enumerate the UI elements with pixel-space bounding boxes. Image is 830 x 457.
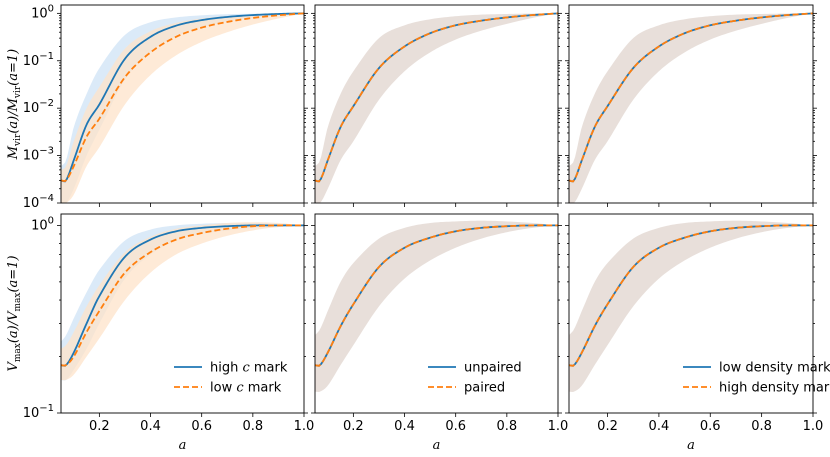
x-tick-label: 0.2: [89, 419, 110, 434]
band-low-c-mark: [61, 13, 304, 203]
panel-top-left: 100 10−1 10−2 10−3 10−4: [23, 3, 308, 211]
x-tick-label: 0.8: [242, 419, 263, 434]
x-axis-label: a: [687, 438, 695, 453]
y-tick-label: 100: [31, 3, 54, 21]
x-tick-label: 1.0: [803, 419, 824, 434]
legend-label: paired: [464, 381, 505, 396]
y-tick-label: 10−1: [23, 403, 54, 421]
x-tick-label: 0.6: [700, 419, 721, 434]
band-unpaired: [315, 13, 558, 203]
legend-label: high c mark: [210, 361, 288, 376]
series-line-high-density-mark: [569, 12, 813, 183]
y-tick-label: 10−2: [23, 98, 54, 116]
panel-frame: [314, 4, 559, 204]
x-tick-label: 0.4: [140, 419, 161, 434]
plot-area: [569, 220, 813, 392]
x-tick-label: 0.6: [191, 419, 212, 434]
plot-area: [61, 222, 304, 381]
x-tick-label: 0.6: [445, 419, 466, 434]
series-line-low-c-mark: [61, 224, 304, 367]
y-tick-label: 100: [31, 215, 54, 233]
series-line-unpaired: [315, 224, 558, 367]
top-y-axis-label: Mvir(a)/Mvir(a=1): [6, 49, 23, 161]
band-low-density-mark: [569, 220, 813, 392]
plot-area: [315, 12, 558, 203]
plot-area: [569, 12, 813, 203]
panel-frame: [568, 4, 814, 204]
x-tick-label: 0.4: [649, 419, 670, 434]
x-axis-label: a: [179, 438, 187, 453]
panel-frame: [568, 213, 814, 414]
legend: unpaired paired: [428, 361, 522, 396]
legend-label: unpaired: [464, 361, 522, 376]
legend-label: low c mark: [210, 381, 282, 396]
x-axis-label: a: [433, 438, 441, 453]
panel-bottom-right: 0.2 0.4 0.6 0.8 1.0 a low density mark high den…: [565, 213, 830, 453]
plot-area: [61, 12, 304, 203]
band-unpaired: [315, 220, 558, 392]
plot-area: [315, 220, 558, 392]
panel-frame: [60, 4, 305, 204]
series-line-paired: [315, 12, 558, 183]
x-tick-label: 0.4: [394, 419, 415, 434]
legend: high c mark low c mark: [174, 361, 288, 396]
legend-label: high density mark: [719, 381, 830, 396]
x-tick-label: 0.2: [343, 419, 364, 434]
panel-frame: [60, 213, 305, 414]
x-tick-label: 0.2: [597, 419, 618, 434]
panel-top-middle: [311, 4, 562, 207]
panel-top-right: [565, 4, 817, 207]
x-tick-label: 1.0: [294, 419, 315, 434]
bottom-y-axis-label: Vmax(a)/Vmax(a=1): [6, 255, 23, 371]
x-tick-label: 1.0: [548, 419, 569, 434]
panel-frame: [314, 213, 559, 414]
panel-bottom-left: 0.2 0.4 0.6 0.8 1.0 100 10−1 a high c mark low c …: [23, 213, 315, 453]
x-tick-label: 0.8: [751, 419, 772, 434]
band-low-density-mark: [569, 13, 813, 203]
y-tick-label: 10−3: [23, 146, 54, 164]
series-line-low-c-mark: [61, 12, 304, 183]
panel-bottom-middle: 0.2 0.4 0.6 0.8 1.0 a unpaired paired: [311, 213, 569, 453]
series-line-low-density-mark: [569, 224, 813, 367]
y-tick-label: 10−1: [23, 51, 54, 69]
legend: low density mark high density mark: [683, 361, 830, 396]
x-tick-label: 0.8: [496, 419, 517, 434]
series-line-high-c-mark: [61, 12, 304, 183]
legend-label: low density mark: [719, 361, 830, 376]
y-tick-label: 10−4: [23, 193, 54, 211]
